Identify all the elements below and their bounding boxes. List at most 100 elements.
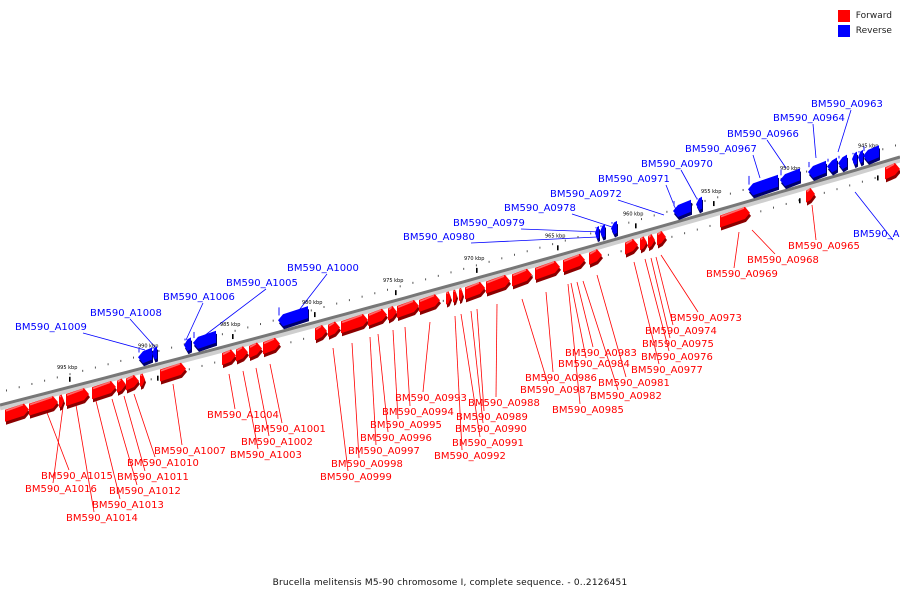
reverse-gene-label: BM590_A1009 (15, 322, 87, 333)
leader-line (665, 184, 677, 211)
major-tick-top (476, 267, 478, 273)
forward-gene-highlight (465, 282, 480, 290)
legend-reverse-label: Reverse (855, 25, 892, 36)
minor-tick-top (577, 236, 579, 239)
leader-line (172, 383, 183, 446)
forward-gene (535, 260, 560, 280)
minor-tick-top (882, 148, 884, 151)
reverse-gene-label: BM590_A0978 (504, 203, 576, 214)
forward-gene-label: BM590_A1013 (92, 500, 164, 511)
reverse-gene (138, 347, 152, 364)
forward-gene-highlight (5, 404, 24, 412)
leader-line (650, 257, 671, 339)
forward-gene (5, 403, 29, 422)
minor-tick-top (94, 366, 96, 369)
major-tick-bottom (799, 198, 801, 204)
major-tick-top (557, 245, 559, 251)
reverse-gene (808, 160, 826, 179)
minor-tick-top (666, 210, 668, 213)
leader-line (570, 282, 587, 359)
minor-tick-bottom (531, 275, 533, 278)
minor-tick-bottom (620, 250, 622, 253)
forward-swatch (837, 9, 850, 22)
minor-tick-top (475, 264, 477, 267)
minor-tick-top (488, 260, 490, 263)
forward-gene-highlight (806, 188, 811, 193)
forward-gene (117, 378, 126, 393)
leader-line (617, 199, 665, 216)
tick-label: 950 kbp (780, 166, 800, 172)
forward-gene (92, 381, 116, 400)
minor-tick-top (539, 246, 541, 249)
minor-tick-bottom (671, 235, 673, 238)
reverse-gene (595, 225, 599, 240)
forward-gene-highlight (640, 237, 644, 241)
leader-line (392, 329, 399, 420)
reverse-gene-label: BM590_A0972 (550, 189, 622, 200)
minor-tick-top (171, 346, 173, 349)
minor-tick-bottom (760, 210, 762, 213)
forward-gene-highlight (397, 300, 414, 308)
minor-tick-top (348, 299, 350, 302)
forward-gene (459, 287, 463, 302)
forward-gene-label: BM590_A0969 (706, 269, 778, 280)
tick-label: 985 kbp (220, 322, 240, 328)
forward-gene-highlight (249, 343, 257, 348)
scale-axis-shadow (0, 157, 900, 411)
reverse-gene (611, 220, 617, 235)
leader-line (812, 123, 817, 159)
leader-line (332, 347, 349, 472)
major-tick-bottom (157, 375, 159, 381)
reverse-gene-label: BM590_A1008 (90, 308, 162, 319)
reverse-gene-label: BM590_A1000 (287, 263, 359, 274)
minor-tick-top (387, 288, 388, 291)
minor-tick-bottom (442, 299, 444, 302)
minor-tick-bottom (709, 224, 711, 227)
minor-tick-top (742, 188, 744, 191)
minor-tick-top (526, 250, 528, 253)
leader-line (751, 229, 776, 255)
minor-tick-top (806, 170, 808, 173)
minor-tick-top (374, 292, 376, 295)
forward-gene (446, 291, 451, 305)
leader-line (470, 236, 598, 244)
forward-gene-highlight (117, 379, 122, 383)
forward-gene-highlight (657, 231, 662, 236)
leader-line (495, 303, 498, 398)
minor-tick-top (463, 267, 465, 270)
minor-tick-top (717, 196, 719, 199)
minor-tick-top (18, 386, 20, 389)
forward-gene-highlight (328, 322, 335, 327)
leader-line (75, 404, 95, 513)
forward-gene-label: BM590_A0994 (382, 407, 454, 418)
forward-gene-highlight (29, 396, 53, 406)
major-tick-top (232, 334, 234, 340)
forward-gene-highlight (160, 363, 181, 372)
forward-gene-highlight (885, 163, 895, 170)
leader-line (129, 318, 156, 348)
leader-line (854, 191, 894, 241)
minor-tick-top (107, 363, 109, 366)
forward-gene-label: BM590_A0977 (631, 365, 703, 376)
leader-line (351, 342, 360, 459)
reverse-gene-label: BM590_A1005 (226, 278, 298, 289)
minor-tick-top (564, 239, 566, 242)
forward-gene (720, 206, 750, 228)
forward-gene (453, 289, 457, 303)
forward-gene-label: BM590_A0997 (348, 446, 420, 457)
forward-gene-label: BM590_A0992 (434, 451, 506, 462)
map-caption: Brucella melitensis M5-90 chromosome I, … (272, 578, 628, 588)
reverse-gene (780, 168, 800, 187)
minor-tick-top (590, 232, 592, 235)
forward-gene-label: BM590_A0987 (520, 385, 592, 396)
forward-gene-label: BM590_A1004 (207, 410, 279, 421)
leader-line (111, 398, 138, 486)
leader-line (520, 228, 602, 233)
reverse-swatch (837, 24, 850, 37)
forward-gene-highlight (512, 269, 527, 277)
scale-axis (0, 155, 900, 407)
reverse-gene (863, 145, 879, 162)
forward-gene (160, 362, 186, 382)
leader-line (228, 373, 236, 410)
